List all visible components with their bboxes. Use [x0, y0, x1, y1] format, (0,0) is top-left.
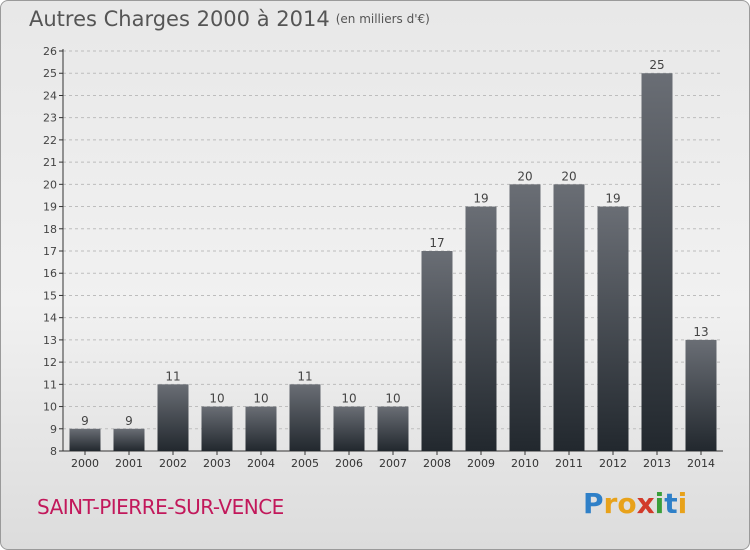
x-tick-label: 2008	[423, 457, 451, 470]
y-tick-label: 8	[50, 445, 57, 458]
y-tick-label: 19	[43, 201, 57, 214]
logo-letter: o	[617, 487, 637, 520]
data-label: 10	[253, 392, 268, 406]
y-tick-label: 23	[43, 112, 57, 125]
y-tick-label: 14	[43, 312, 57, 325]
x-tick-label: 2001	[115, 457, 143, 470]
x-tick-label: 2012	[599, 457, 627, 470]
y-tick-label: 11	[43, 378, 57, 391]
bar	[597, 206, 629, 451]
data-label: 17	[429, 236, 444, 250]
data-label: 10	[341, 392, 356, 406]
data-label: 9	[125, 414, 133, 428]
y-tick-label: 9	[50, 423, 57, 436]
logo-letter: r	[603, 487, 618, 520]
data-label: 19	[473, 192, 488, 206]
chart-title: Autres Charges 2000 à 2014 (en milliers d…	[29, 7, 430, 31]
bar	[465, 206, 497, 451]
data-label: 10	[385, 392, 400, 406]
bar	[509, 184, 541, 452]
bar	[641, 73, 673, 451]
bar	[69, 428, 101, 451]
bar	[685, 339, 717, 451]
data-label: 20	[517, 169, 532, 183]
y-tick-label: 25	[43, 67, 57, 80]
y-tick-label: 15	[43, 289, 57, 302]
x-tick-label: 2011	[555, 457, 583, 470]
x-tick-label: 2010	[511, 457, 539, 470]
y-tick-label: 24	[43, 89, 57, 102]
logo-letter: P	[583, 487, 604, 520]
y-tick-label: 26	[43, 45, 57, 58]
data-label: 13	[693, 325, 708, 339]
x-tick-label: 2002	[159, 457, 187, 470]
x-tick-label: 2007	[379, 457, 407, 470]
bar	[377, 406, 409, 451]
bar	[333, 406, 365, 451]
bar	[289, 384, 321, 451]
bar	[113, 428, 145, 451]
bar	[553, 184, 585, 452]
x-tick-label: 2004	[247, 457, 275, 470]
logo-letter: i	[677, 487, 688, 520]
y-tick-label: 16	[43, 267, 57, 280]
x-tick-label: 2013	[643, 457, 671, 470]
logo-letter: x	[636, 487, 655, 520]
y-tick-label: 10	[43, 401, 57, 414]
x-tick-label: 2005	[291, 457, 319, 470]
bar	[201, 406, 233, 451]
data-label: 9	[81, 414, 89, 428]
chart-subtitle: (en milliers d'€)	[335, 12, 430, 26]
data-label: 19	[605, 192, 620, 206]
data-label: 25	[649, 58, 664, 72]
bar	[421, 251, 453, 451]
x-tick-label: 2003	[203, 457, 231, 470]
logo-letter: i	[654, 487, 665, 520]
data-label: 11	[165, 369, 180, 383]
data-label: 10	[209, 392, 224, 406]
y-tick-label: 21	[43, 156, 57, 169]
data-label: 11	[297, 369, 312, 383]
x-tick-label: 2000	[71, 457, 99, 470]
bar	[245, 406, 277, 451]
data-label: 20	[561, 169, 576, 183]
commune-name: SAINT-PIERRE-SUR-VENCE	[37, 495, 284, 519]
y-tick-label: 22	[43, 134, 57, 147]
y-tick-label: 20	[43, 178, 57, 191]
x-tick-label: 2006	[335, 457, 363, 470]
y-tick-label: 17	[43, 245, 57, 258]
proxiti-logo: Proxiti	[583, 487, 687, 520]
x-tick-label: 2014	[687, 457, 715, 470]
title-text: Autres Charges 2000 à 2014	[29, 7, 330, 31]
x-tick-label: 2009	[467, 457, 495, 470]
logo-letter: t	[664, 487, 678, 520]
y-tick-label: 18	[43, 223, 57, 236]
y-tick-label: 13	[43, 334, 57, 347]
y-tick-label: 12	[43, 356, 57, 369]
bar	[157, 384, 189, 451]
